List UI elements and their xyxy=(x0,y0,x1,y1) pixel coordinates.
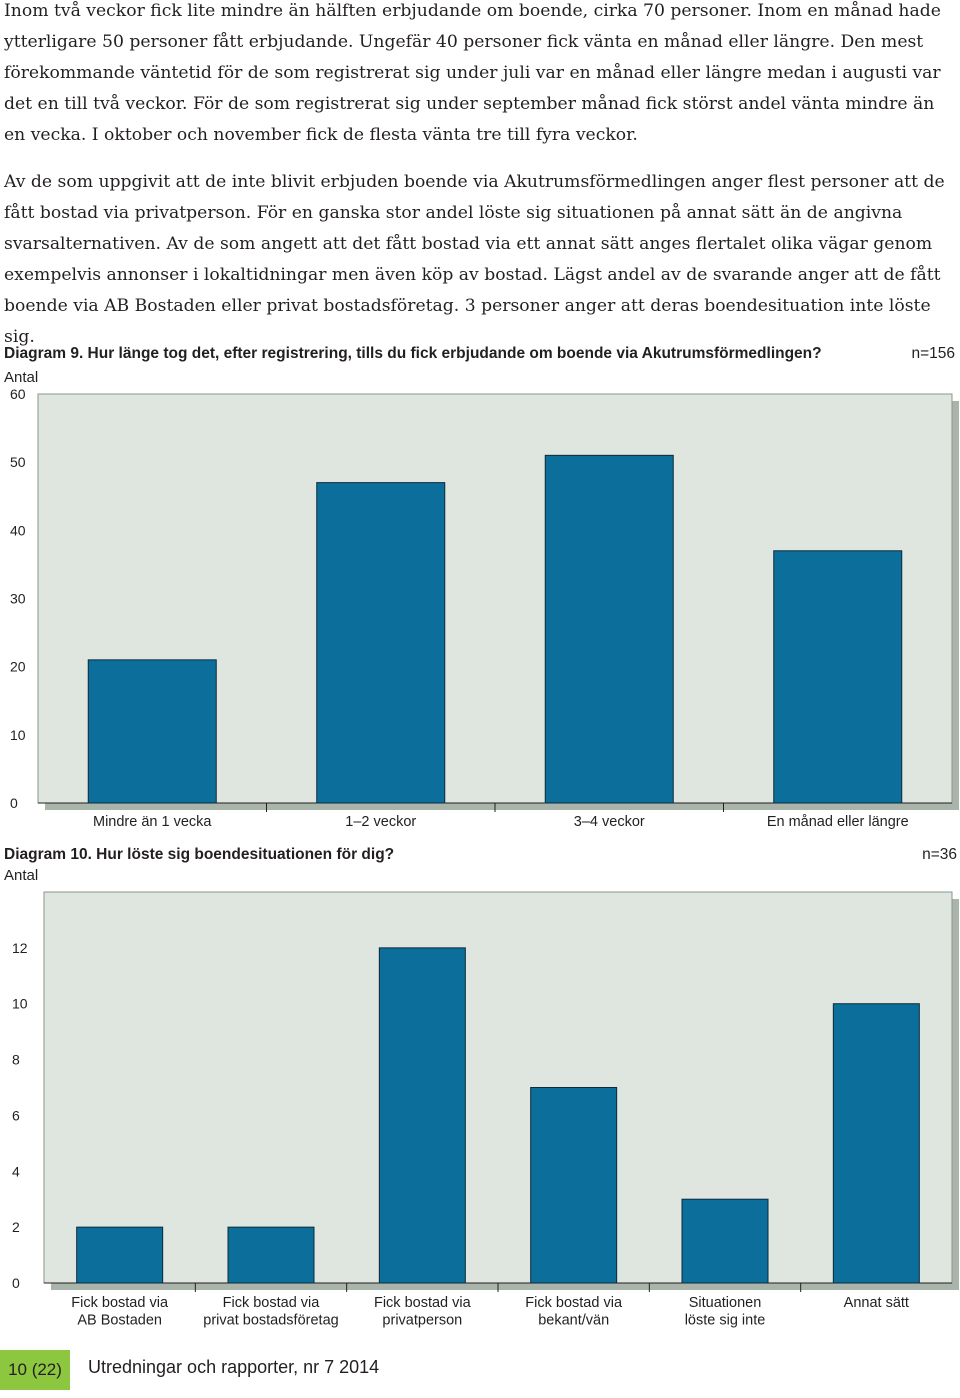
chart2-y-tick-label: 12 xyxy=(12,940,28,956)
chart1-y-tick-label: 20 xyxy=(10,659,26,675)
chart2-title: Diagram 10. Hur löste sig boendesituatio… xyxy=(4,846,395,863)
chart1-y-axis-label: Antal xyxy=(4,369,39,386)
chart2-bar xyxy=(530,1087,618,1284)
chart1-y-tick-label: 30 xyxy=(10,591,26,607)
chart2-n-label: n=36 xyxy=(922,846,957,863)
page-number-badge: 10 (22) xyxy=(0,1350,70,1390)
chart1-x-tick-label: En månad eller längre xyxy=(767,814,909,830)
chart1-x-tick-label: Mindre än 1 vecka xyxy=(93,814,212,830)
chart2-bar xyxy=(681,1198,769,1284)
chart1-bar xyxy=(316,482,446,804)
chart1-svg: 0 10 20 30 40 50 60 Mindre än 1 vecka 1–2 veckor… xyxy=(10,386,959,830)
chart1-n-label: n=156 xyxy=(911,345,955,362)
chart1-y-tick-label: 60 xyxy=(10,386,26,402)
chart2-x-tick-label: Situationen xyxy=(689,1295,762,1311)
chart2-bar xyxy=(832,1003,920,1284)
chart2-x-tick-label: AB Bostaden xyxy=(77,1313,162,1329)
chart1-bar xyxy=(544,454,674,804)
chart1-y-tick-label: 50 xyxy=(10,454,26,470)
chart1-bar xyxy=(87,659,217,804)
chart2-x-tick-label: löste sig inte xyxy=(685,1313,766,1329)
chart2-plot-area xyxy=(43,891,953,1284)
chart1-x-tick-label: 1–2 veckor xyxy=(345,814,416,830)
chart2-y-tick-label: 8 xyxy=(12,1052,20,1068)
chart1-title: Diagram 9. Hur länge tog det, efter regi… xyxy=(4,345,822,362)
chart1-x-tick-label: 3–4 veckor xyxy=(574,814,645,830)
chart2-x-tick-label: Fick bostad via xyxy=(525,1295,623,1311)
chart2-bar xyxy=(76,1226,164,1284)
chart2-bar xyxy=(378,947,466,1284)
chart1-y-tick-label: 40 xyxy=(10,522,26,538)
chart2-x-tick-label: Fick bostad via xyxy=(374,1295,472,1311)
chart2-y-tick-label: 2 xyxy=(12,1219,20,1235)
chart2-svg: 0 2 4 6 8 10 12 Fick bostad via AB Bostaden Fick … xyxy=(12,891,959,1329)
chart2-x-tick-label: bekant/vän xyxy=(538,1313,609,1329)
chart1-y-tick-label: 0 xyxy=(10,795,18,811)
chart2-x-tick-label: Fick bostad via xyxy=(71,1295,169,1311)
chart2-y-tick-label: 6 xyxy=(12,1107,20,1123)
chart1-bar xyxy=(773,550,903,804)
chart2-x-tick-label: privat bostadsföretag xyxy=(203,1313,338,1329)
chart2-y-tick-label: 0 xyxy=(12,1275,20,1291)
chart2-y-tick-label: 10 xyxy=(12,996,28,1012)
chart2-y-axis-label: Antal xyxy=(4,867,39,884)
chart2-x-tick-label: Annat sätt xyxy=(844,1295,909,1311)
body-paragraph-2: Av de som uppgivit att de inte blivit er… xyxy=(4,172,945,347)
body-paragraph-1: Inom två veckor fick lite mindre än hälf… xyxy=(4,1,941,145)
chart1-y-tick-label: 10 xyxy=(10,727,26,743)
publication-title: Utredningar och rapporter, nr 7 2014 xyxy=(88,1357,380,1377)
chart2-x-tick-label: privatperson xyxy=(382,1313,462,1329)
chart2-y-tick-label: 4 xyxy=(12,1163,20,1179)
chart2-x-tick-label: Fick bostad via xyxy=(223,1295,321,1311)
chart2-bar xyxy=(227,1226,315,1284)
